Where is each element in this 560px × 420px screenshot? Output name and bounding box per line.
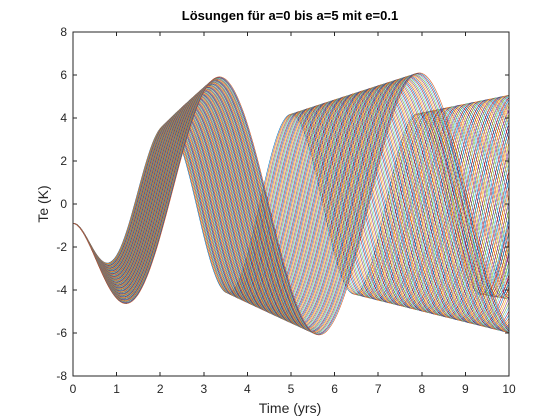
y-axis-ticks: -8 -6 -4 -2 0 2 4 6 8 [56,25,509,383]
series-line-4 [72,112,510,296]
x-axis-label: Time (yrs) [259,400,321,416]
series-line-86 [72,78,510,330]
chart-title: Lösungen für a=0 bis a=5 mit e=0.1 [182,8,398,23]
series-line-33 [72,100,510,308]
y-tick-label-0: 0 [60,197,67,211]
series-group [72,72,510,336]
series-line-18 [72,106,510,302]
y-tick-label-6: 6 [60,68,67,82]
series-line-13 [72,108,510,300]
series-line-97 [72,73,510,334]
series-line-90 [72,76,510,332]
series-line-82 [72,80,510,328]
series-line-8 [72,110,510,298]
plot-area: 0 1 2 3 4 5 6 7 8 9 10 -8 -6 -4 -2 0 2 4 6 8 [56,25,516,396]
series-line-25 [72,103,510,305]
series-line-37 [72,98,510,310]
x-tick-label-5: 5 [288,382,295,396]
series-line-41 [72,96,510,312]
series-line-95 [72,74,510,334]
series-line-44 [72,95,510,313]
series-line-19 [72,106,510,302]
x-axis-ticks: 0 1 2 3 4 5 6 7 8 9 10 [70,32,516,396]
series-line-46 [72,94,510,314]
x-tick-label-0: 0 [70,382,77,396]
series-line-22 [72,104,510,304]
y-tick-label-8: 8 [60,25,67,39]
series-line-32 [72,100,510,308]
series-line-78 [72,81,510,327]
series-line-93 [72,75,510,333]
series-line-80 [72,80,510,328]
series-line-30 [72,101,510,307]
series-line-12 [72,108,510,300]
series-line-79 [72,81,510,327]
series-line-99 [72,73,510,335]
series-line-84 [72,79,510,329]
x-tick-label-6: 6 [331,382,338,396]
series-line-29 [72,101,510,307]
series-line-45 [72,95,510,313]
series-line-76 [72,82,510,326]
series-line-43 [72,96,510,312]
y-tick-label-4: 4 [60,111,67,125]
series-line-85 [72,78,510,330]
series-line-88 [72,77,510,331]
series-line-38 [72,98,510,310]
y-tick-label--6: -6 [56,326,67,340]
series-line-81 [72,80,510,328]
series-line-7 [72,110,510,298]
series-line-23 [72,104,510,304]
x-tick-label-10: 10 [502,382,516,396]
series-line-89 [72,77,510,331]
y-tick-label--8: -8 [56,369,67,383]
y-axis-label: Te (K) [35,185,51,222]
series-line-42 [72,96,510,312]
x-tick-label-2: 2 [157,382,164,396]
series-line-92 [72,75,510,333]
series-line-3 [72,112,510,296]
series-line-58 [72,90,510,319]
series-line-26 [72,103,510,305]
series-line-87 [72,77,510,331]
series-line-94 [72,75,510,333]
series-line-77 [72,82,510,326]
x-tick-label-7: 7 [375,382,382,396]
x-tick-label-9: 9 [462,382,469,396]
series-line-17 [72,106,510,302]
series-line-98 [72,73,510,335]
y-tick-label-2: 2 [60,154,67,168]
y-tick-label--2: -2 [56,240,67,254]
x-tick-label-4: 4 [244,382,251,396]
series-line-91 [72,76,510,332]
series-line-83 [72,79,510,329]
series-line-100 [72,72,510,336]
x-tick-label-1: 1 [113,382,120,396]
x-tick-label-3: 3 [200,382,207,396]
series-line-96 [72,74,510,334]
x-tick-label-8: 8 [418,382,425,396]
series-line-16 [72,107,510,301]
y-tick-label--4: -4 [56,283,67,297]
series-line-36 [72,98,510,309]
